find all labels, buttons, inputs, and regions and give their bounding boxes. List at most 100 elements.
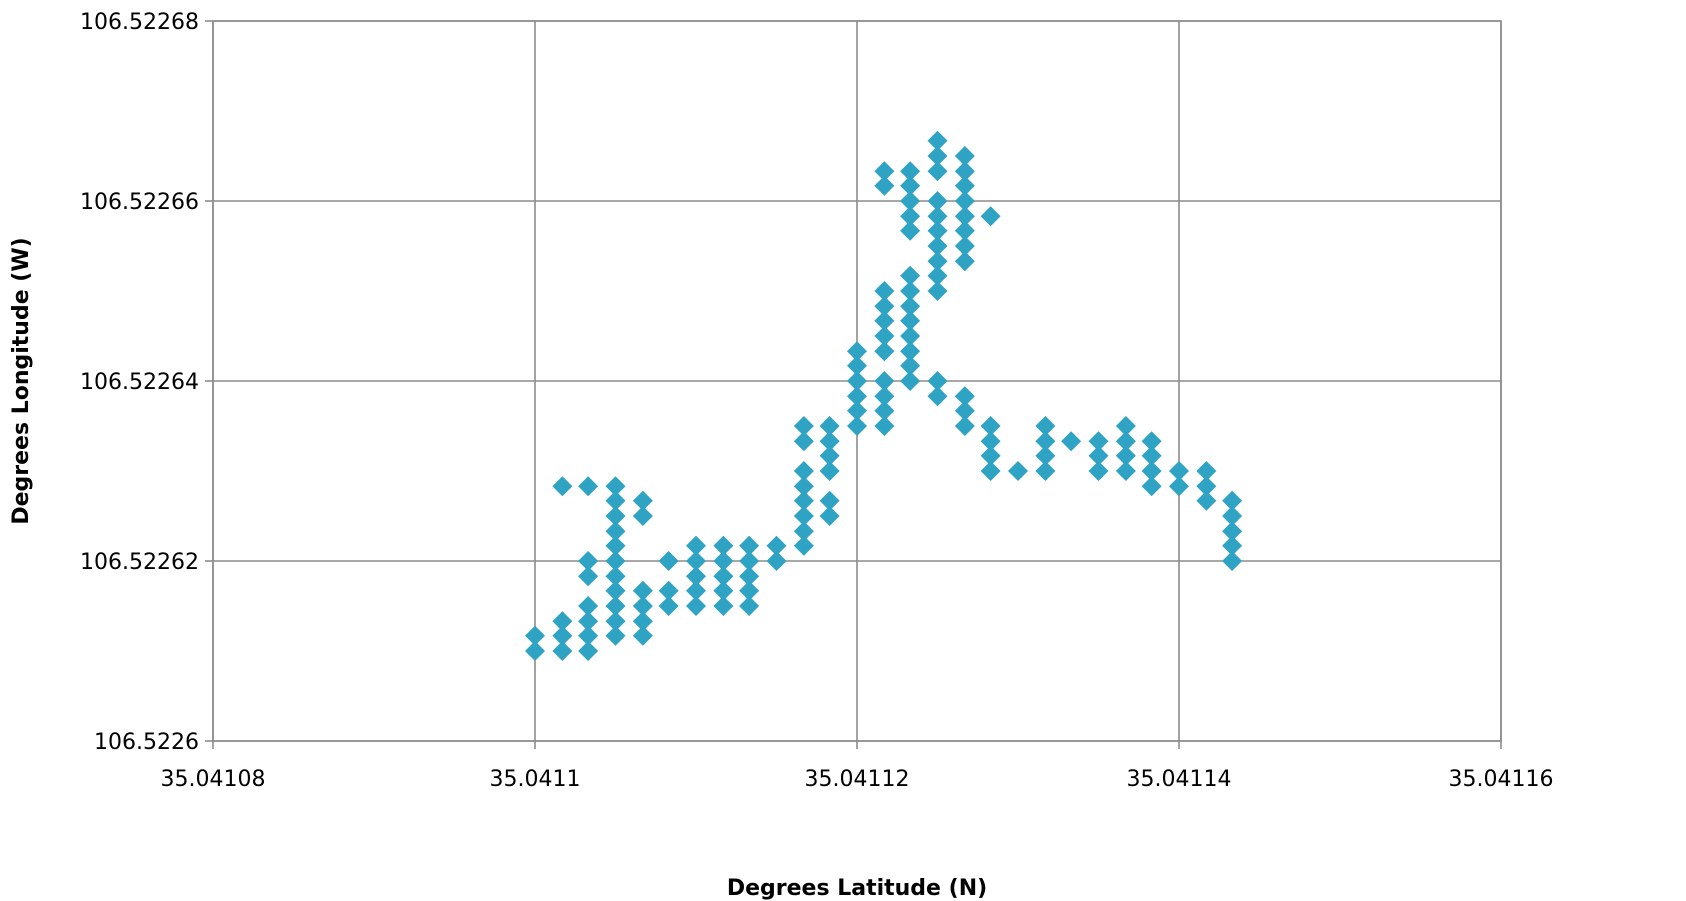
data-point <box>793 461 814 481</box>
y-tick-label: 106.52268 <box>80 10 199 35</box>
data-point <box>1115 445 1136 466</box>
data-point <box>739 551 760 571</box>
data-point <box>819 416 840 436</box>
data-point <box>739 580 760 601</box>
data-point <box>819 431 840 452</box>
data-point <box>605 521 626 542</box>
data-point <box>874 310 895 331</box>
data-point <box>793 535 814 556</box>
x-tick-label: 35.0411 <box>490 767 581 792</box>
data-point <box>1222 551 1243 571</box>
data-point <box>739 566 760 587</box>
y-tick-label: 106.5226 <box>94 730 199 755</box>
data-point <box>900 206 921 227</box>
data-point <box>578 611 599 632</box>
data-point <box>900 341 921 362</box>
data-point <box>578 566 599 587</box>
data-point <box>713 551 734 571</box>
data-point <box>980 461 1001 481</box>
data-point <box>927 146 948 166</box>
x-tick-label: 35.04114 <box>1127 767 1232 792</box>
data-point <box>1115 416 1136 436</box>
data-point <box>927 130 948 151</box>
data-point <box>552 611 573 632</box>
data-point <box>874 371 895 391</box>
data-point <box>739 596 760 616</box>
data-point <box>900 355 921 376</box>
data-point <box>578 551 599 571</box>
data-point <box>552 641 573 661</box>
data-point <box>954 236 975 256</box>
data-point <box>713 580 734 601</box>
data-point <box>874 386 895 407</box>
y-tick-label: 106.52264 <box>80 370 199 395</box>
data-point <box>1115 461 1136 481</box>
data-point <box>874 341 895 362</box>
data-point <box>927 236 948 256</box>
data-point <box>980 416 1001 436</box>
data-point <box>552 476 573 497</box>
data-point <box>927 251 948 272</box>
x-tick-label: 35.04108 <box>161 767 266 792</box>
data-point <box>927 281 948 301</box>
data-point <box>1141 476 1162 497</box>
data-point <box>1196 476 1217 497</box>
x-tick-label: 35.04116 <box>1449 767 1554 792</box>
data-point <box>578 596 599 616</box>
data-point <box>954 251 975 272</box>
data-point <box>686 535 706 556</box>
data-point <box>954 191 975 211</box>
data-point <box>927 206 948 227</box>
data-point <box>900 371 921 391</box>
data-point <box>1222 506 1243 526</box>
data-point <box>900 220 921 241</box>
data-point <box>900 296 921 317</box>
data-point <box>927 386 948 407</box>
data-point <box>847 371 867 391</box>
data-point <box>605 506 626 526</box>
data-point <box>847 400 867 421</box>
axis-ticks <box>205 20 1502 749</box>
data-point <box>605 580 626 601</box>
data-point <box>632 596 653 616</box>
data-point <box>793 431 814 452</box>
data-point <box>900 175 921 196</box>
data-point <box>900 191 921 211</box>
data-point <box>954 175 975 196</box>
data-point <box>766 551 787 571</box>
data-point <box>1088 431 1109 452</box>
data-point <box>713 566 734 587</box>
data-point <box>900 310 921 331</box>
data-point <box>1141 431 1162 452</box>
data-point <box>793 476 814 497</box>
data-point <box>819 461 840 481</box>
data-point <box>605 625 626 646</box>
data-point <box>605 535 626 556</box>
data-point <box>1169 461 1189 481</box>
data-point <box>847 341 867 362</box>
data-point <box>713 596 734 616</box>
data-point <box>980 445 1001 466</box>
data-point <box>578 641 599 661</box>
y-tick-label: 106.52262 <box>80 550 199 575</box>
data-point <box>954 386 975 407</box>
data-point <box>578 476 599 497</box>
data-point <box>793 521 814 542</box>
data-point <box>1035 461 1056 481</box>
data-point <box>658 596 679 616</box>
data-point <box>658 580 679 601</box>
data-point <box>1222 535 1243 556</box>
data-point <box>874 161 895 182</box>
data-point <box>632 506 653 526</box>
data-point <box>1035 445 1056 466</box>
data-point <box>1141 461 1162 481</box>
data-point <box>632 625 653 646</box>
data-point <box>1196 461 1217 481</box>
data-point <box>900 161 921 182</box>
x-axis-title: Degrees Latitude (N) <box>727 876 987 901</box>
data-point <box>900 326 921 346</box>
data-point <box>605 611 626 632</box>
data-point <box>1169 476 1189 497</box>
data-point <box>874 296 895 317</box>
